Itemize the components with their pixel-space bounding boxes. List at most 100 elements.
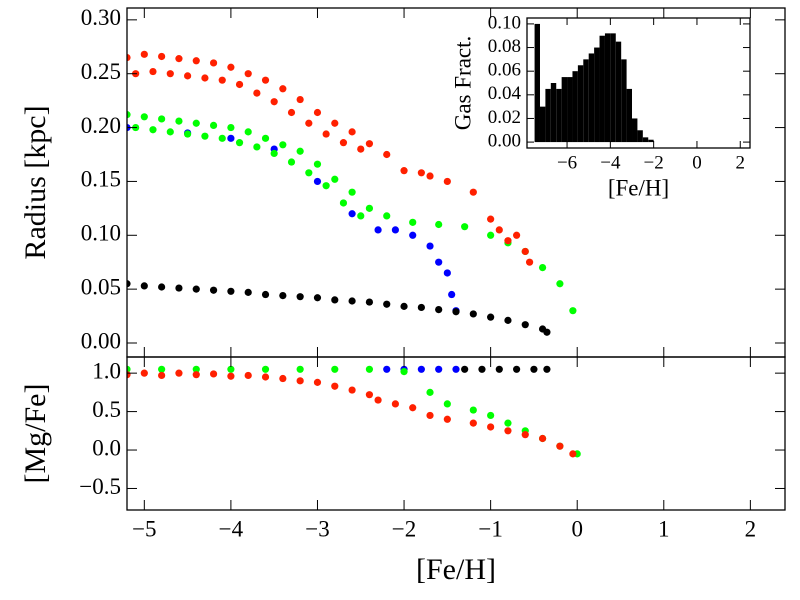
y-axis-label: [Mg/Fe] — [19, 384, 52, 484]
point — [525, 258, 534, 266]
bar — [637, 130, 643, 143]
point — [409, 218, 417, 226]
point — [192, 371, 200, 379]
y-tick-label: 0.5 — [92, 397, 121, 422]
point — [253, 143, 261, 151]
point — [452, 365, 460, 373]
point — [261, 76, 270, 84]
point — [348, 386, 356, 394]
point — [543, 365, 551, 373]
point — [149, 67, 157, 76]
point — [244, 128, 252, 136]
point — [538, 434, 547, 443]
point — [339, 199, 348, 207]
y-axis-label: Gas Fract. — [450, 36, 475, 131]
point — [270, 98, 278, 106]
x-tick-label: −2 — [392, 516, 416, 541]
point — [158, 52, 166, 61]
point — [513, 231, 521, 239]
point — [530, 365, 538, 373]
point — [331, 365, 339, 373]
bar — [594, 47, 600, 143]
point — [279, 85, 287, 93]
point — [348, 188, 356, 196]
point — [435, 365, 443, 373]
point — [495, 365, 503, 373]
point — [448, 290, 456, 299]
point — [140, 50, 148, 58]
point — [556, 280, 564, 288]
point — [296, 95, 304, 104]
point — [184, 130, 192, 138]
point — [543, 328, 551, 336]
y-tick-label: 0.0 — [92, 435, 121, 460]
x-tick-label: 2 — [736, 152, 746, 173]
point — [504, 419, 512, 427]
point — [227, 365, 235, 373]
point — [339, 139, 348, 147]
point — [391, 400, 399, 408]
point — [175, 55, 183, 63]
point — [443, 177, 451, 186]
point — [400, 167, 408, 175]
bar — [583, 59, 589, 143]
point — [443, 415, 451, 423]
point — [383, 365, 391, 373]
point — [435, 220, 443, 229]
point — [166, 128, 174, 136]
point — [469, 310, 477, 318]
point — [365, 204, 374, 212]
bar — [648, 139, 654, 143]
point — [469, 188, 477, 196]
point — [365, 365, 374, 373]
point — [235, 80, 244, 89]
point — [435, 258, 443, 266]
point — [348, 210, 356, 218]
x-tick-label: −1 — [478, 516, 502, 541]
point — [357, 212, 365, 220]
x-tick-label: 2 — [745, 516, 757, 541]
point — [409, 404, 417, 412]
point — [279, 141, 287, 149]
point — [158, 365, 166, 373]
point — [313, 294, 322, 302]
x-axis-label: [Fe/H] — [608, 175, 669, 200]
point — [192, 365, 200, 373]
point — [443, 400, 451, 408]
point — [383, 150, 391, 159]
point — [569, 450, 577, 458]
point — [227, 134, 235, 142]
y-tick-label: −0.5 — [79, 474, 121, 499]
point — [426, 411, 434, 420]
point — [244, 288, 252, 296]
point — [227, 372, 235, 380]
point — [487, 215, 495, 223]
x-tick-label: 1 — [658, 516, 670, 541]
point — [158, 371, 166, 380]
point — [201, 132, 209, 140]
point — [469, 419, 477, 427]
point — [469, 406, 477, 414]
point — [504, 237, 512, 245]
point — [513, 365, 521, 373]
marks — [127, 365, 581, 458]
point — [331, 119, 339, 127]
point — [218, 76, 226, 84]
point — [478, 365, 486, 373]
point — [417, 303, 425, 312]
bar — [561, 77, 568, 143]
point — [227, 123, 235, 132]
point — [244, 70, 252, 78]
y-tick-label: 0.08 — [488, 36, 521, 57]
point — [365, 391, 374, 399]
point — [322, 182, 330, 190]
point — [175, 369, 183, 377]
bar — [550, 83, 557, 143]
point — [192, 57, 200, 65]
y-tick-label: 0.30 — [81, 5, 121, 30]
point — [461, 223, 469, 231]
point — [287, 158, 296, 166]
point — [521, 431, 529, 439]
point — [279, 374, 287, 383]
point — [331, 175, 339, 183]
